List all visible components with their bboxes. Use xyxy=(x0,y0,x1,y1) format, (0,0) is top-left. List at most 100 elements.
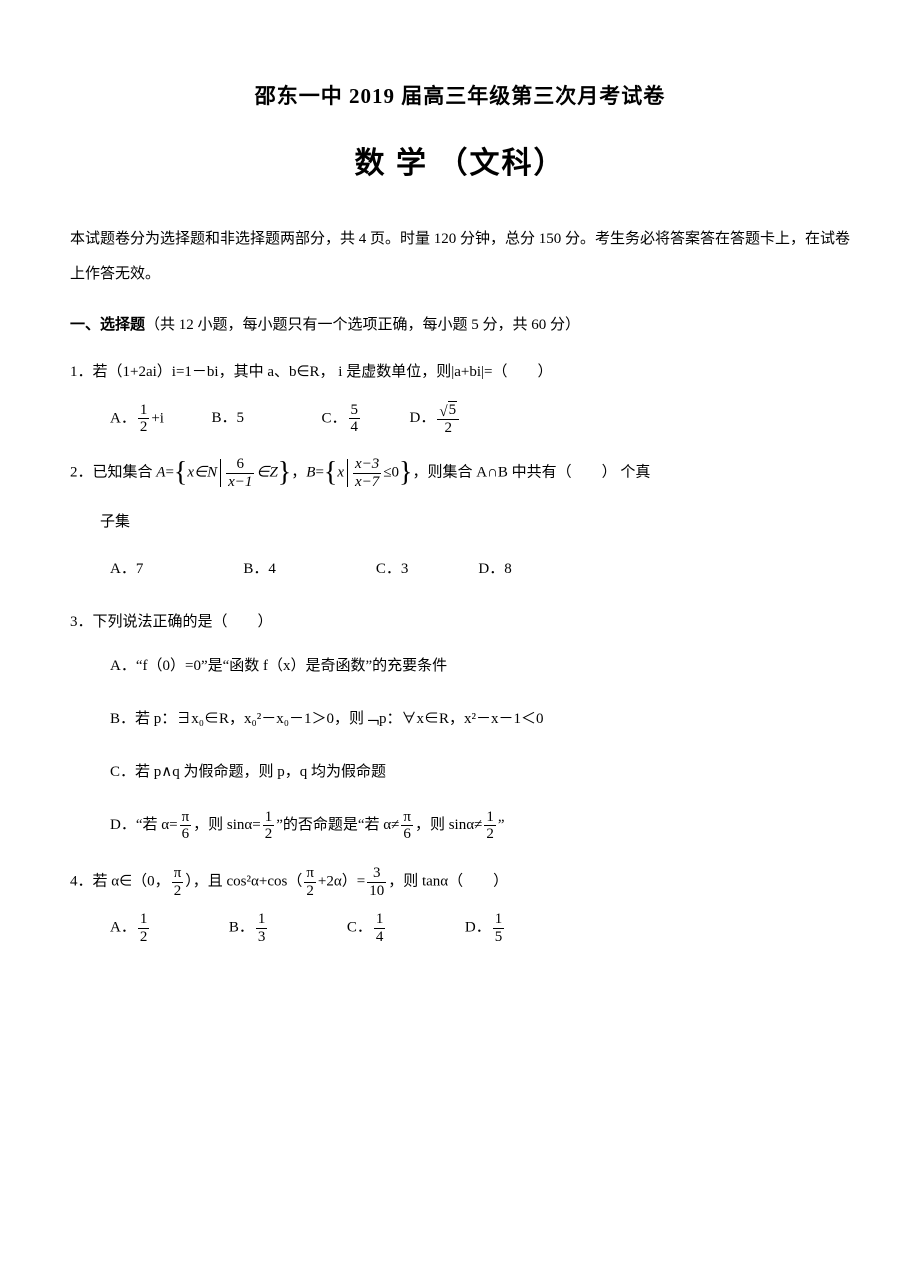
q2-opt-d: D．8 xyxy=(478,553,511,586)
q3-options: A．“f（0）=0”是“函数 f（x）是奇函数”的充要条件 B．若 p：∃x₀∈… xyxy=(110,647,850,845)
q4-m1: ），且 cos²α+cos（ xyxy=(185,873,302,889)
q1-opt-a: A．12+i xyxy=(110,402,164,436)
q1-opt-a-post: +i xyxy=(151,410,164,426)
frac-den: 4 xyxy=(349,419,361,436)
q1-opt-b: B．5 xyxy=(211,402,244,435)
frac-num: 1 xyxy=(256,911,268,929)
fraction-icon: 54 xyxy=(349,402,361,436)
frac-den: x−1 xyxy=(226,474,254,491)
fraction-icon: 310 xyxy=(367,865,386,899)
frac-num: x−3 xyxy=(353,456,381,474)
q3-d-m2: ”的否命题是“若 α≠ xyxy=(276,817,399,833)
section-1-heading: 一、选择题（共 12 小题，每小题只有一个选项正确，每小题 5 分，共 60 分… xyxy=(70,313,850,334)
frac-num: 1 xyxy=(138,911,150,929)
q2-post: ，则集合 A∩B 中共有（ ） 个真 xyxy=(413,464,651,480)
q4-pre: 4．若 α∈（0， xyxy=(70,873,170,889)
q4-opt-d: D．15 xyxy=(465,911,506,945)
q3-stem: 3．下列说法正确的是（ ） xyxy=(70,606,850,639)
frac-den: 5 xyxy=(493,929,505,946)
q4-a-pre: A． xyxy=(110,919,136,935)
fraction-icon: 12 xyxy=(484,809,496,843)
section-1-bold: 一、选择题 xyxy=(70,317,145,333)
q3-opt-b: B．若 p：∃x₀∈R，x₀²－x₀－1＞0，则﹁p：∀x∈R，x²－x－1＜0 xyxy=(110,700,850,739)
q1-opt-c: C．54 xyxy=(322,402,363,436)
q2-options: A．7B．4C．3D．8 xyxy=(110,553,850,586)
frac-num: 3 xyxy=(367,865,386,883)
fraction-icon: 12 xyxy=(138,402,150,436)
q4-m2: +2α）= xyxy=(318,873,365,889)
frac-den: 2 xyxy=(138,929,150,946)
q1-opt-d: D．√52 xyxy=(410,401,462,436)
question-1: 1．若（1+2ai）i=1－bi，其中 a、b∈R， i 是虚数单位，则|a+b… xyxy=(70,356,850,436)
frac-den: 6 xyxy=(401,826,413,843)
q1-opt-d-pre: D． xyxy=(410,410,436,426)
q4-stem: 4．若 α∈（0，π2），且 cos²α+cos（π2+2α）=310，则 ta… xyxy=(70,865,850,899)
frac-den: 3 xyxy=(256,929,268,946)
q3-d-end: ” xyxy=(498,817,505,833)
frac-num: π xyxy=(180,809,192,827)
frac-num: 1 xyxy=(263,809,275,827)
q4-opt-b: B．13 xyxy=(229,911,270,945)
q4-opt-a: A．12 xyxy=(110,911,151,945)
q2-stem-line2: 子集 xyxy=(100,506,850,539)
q2-opt-a: A．7 xyxy=(110,553,143,586)
set-B: {xx−3x−7≤0} xyxy=(324,456,413,490)
fraction-icon: π6 xyxy=(180,809,192,843)
frac-num: 1 xyxy=(484,809,496,827)
q2-opt-c: C．3 xyxy=(376,553,409,586)
frac-den: 2 xyxy=(437,420,459,437)
set-divider-icon xyxy=(347,459,348,487)
q4-end: ，则 tanα（ ） xyxy=(388,873,508,889)
q2-pre: 2．已知集合 xyxy=(70,464,156,480)
q1-stem: 1．若（1+2ai）i=1－bi，其中 a、b∈R， i 是虚数单位，则|a+b… xyxy=(70,356,850,389)
sqrt-icon: √5 xyxy=(439,401,457,419)
q2-stem-line1: 2．已知集合 A={x∈N6x−1∈Z}，B={xx−3x−7≤0}，则集合 A… xyxy=(70,456,850,490)
section-1-rest: （共 12 小题，每小题只有一个选项正确，每小题 5 分，共 60 分） xyxy=(145,317,580,333)
q1-opt-c-pre: C． xyxy=(322,410,347,426)
q1-options: A．12+i B．5 C．54 D．√52 xyxy=(110,401,850,436)
frac-num: 1 xyxy=(493,911,505,929)
exam-title-line1: 邵东一中 2019 届高三年级第三次月考试卷 xyxy=(70,80,850,110)
frac-num: 1 xyxy=(138,402,150,420)
frac-num: π xyxy=(304,865,316,883)
q4-options: A．12 B．13 C．14 D．15 xyxy=(110,911,850,945)
fraction-icon: 14 xyxy=(374,911,386,945)
fraction-icon: 12 xyxy=(263,809,275,843)
fraction-icon: π2 xyxy=(172,865,184,899)
q4-opt-c: C．14 xyxy=(347,911,388,945)
frac-num: 6 xyxy=(226,456,254,474)
fraction-icon: 6x−1 xyxy=(226,456,254,490)
set-a-tail: ∈Z xyxy=(256,464,277,480)
frac-den: x−7 xyxy=(353,474,381,491)
frac-den: 6 xyxy=(180,826,192,843)
set-divider-icon xyxy=(220,459,221,487)
q3-opt-c: C．若 p∧q 为假命题，则 p，q 均为假命题 xyxy=(110,753,850,792)
frac-num: π xyxy=(172,865,184,883)
frac-den: 2 xyxy=(138,419,150,436)
question-2: 2．已知集合 A={x∈N6x−1∈Z}，B={xx−3x−7≤0}，则集合 A… xyxy=(70,456,850,586)
frac-den: 2 xyxy=(484,826,496,843)
set-b-var: x xyxy=(337,464,344,480)
q4-d-pre: D． xyxy=(465,919,491,935)
q2-comma1: ， xyxy=(291,464,306,480)
q2-A: A xyxy=(156,464,165,480)
q4-b-pre: B． xyxy=(229,919,254,935)
set-A: {x∈N6x−1∈Z} xyxy=(174,456,291,490)
q3-opt-a: A．“f（0）=0”是“函数 f（x）是奇函数”的充要条件 xyxy=(110,647,850,686)
set-b-tail: ≤0 xyxy=(383,464,399,480)
intro-paragraph: 本试题卷分为选择题和非选择题两部分，共 4 页。时量 120 分钟，总分 150… xyxy=(70,222,850,291)
frac-num: 1 xyxy=(374,911,386,929)
q3-d-m3: ，则 sinα≠ xyxy=(415,817,482,833)
frac-num: 5 xyxy=(349,402,361,420)
fraction-icon: 12 xyxy=(138,911,150,945)
fraction-icon: √52 xyxy=(437,401,459,436)
frac-den: 2 xyxy=(304,883,316,900)
frac-num: √5 xyxy=(437,401,459,420)
fraction-icon: x−3x−7 xyxy=(353,456,381,490)
q3-opt-d: D．“若 α=π6，则 sinα=12”的否命题是“若 α≠π6，则 sinα≠… xyxy=(110,806,850,845)
set-a-var: x∈N xyxy=(187,464,217,480)
frac-den: 2 xyxy=(263,826,275,843)
fraction-icon: π6 xyxy=(401,809,413,843)
q1-opt-a-pre: A． xyxy=(110,410,136,426)
q2-B: B xyxy=(306,464,315,480)
